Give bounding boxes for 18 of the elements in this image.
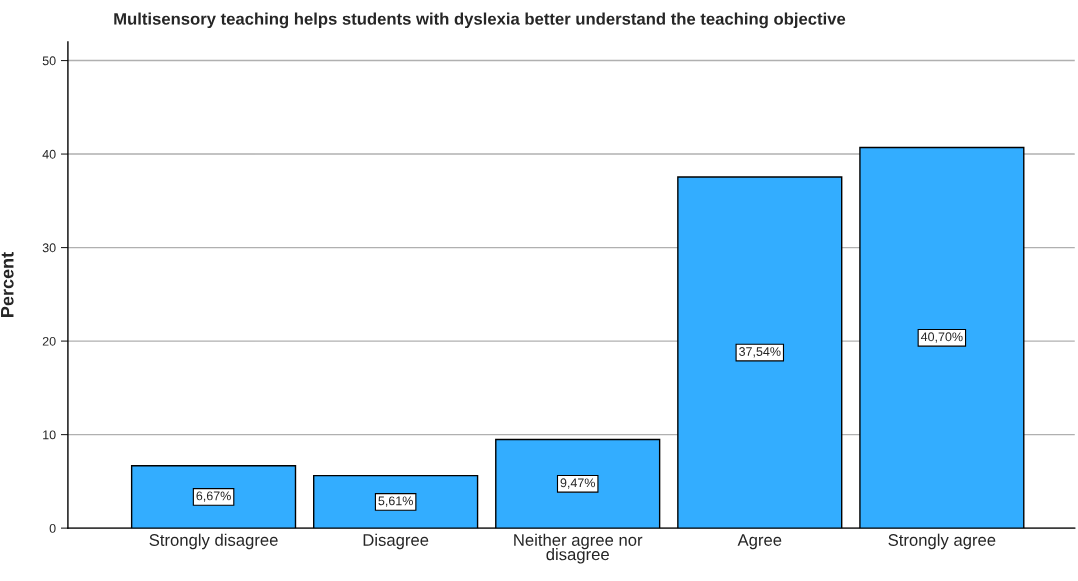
x-tick-label: Neither agree nor disagree [514,533,643,564]
chart-title: Multisensory teaching helps students with dyslexia better understand the teaching objective [114,12,846,29]
y-tick-label: 20 [42,336,56,346]
data-label: 40,70% [920,332,963,343]
y-tick-label: 40 [42,149,56,159]
data-label: 6,67% [196,491,231,502]
x-tick-label: Disagree [363,533,429,550]
data-label: 9,47% [560,478,595,489]
y-axis-title: Percent [1,252,14,317]
y-tick-label: 30 [42,243,56,253]
y-tick-label: 10 [43,430,56,440]
data-label: 37,54% [739,347,781,358]
y-tick-label: 50 [42,56,56,66]
x-tick-label: Agree [737,534,782,550]
data-label: 5,61% [378,496,413,507]
x-tick-label: Strongly disagree [149,533,278,550]
x-tick-label: Strongly agree [888,533,996,550]
y-tick-label: 0 [49,523,56,533]
